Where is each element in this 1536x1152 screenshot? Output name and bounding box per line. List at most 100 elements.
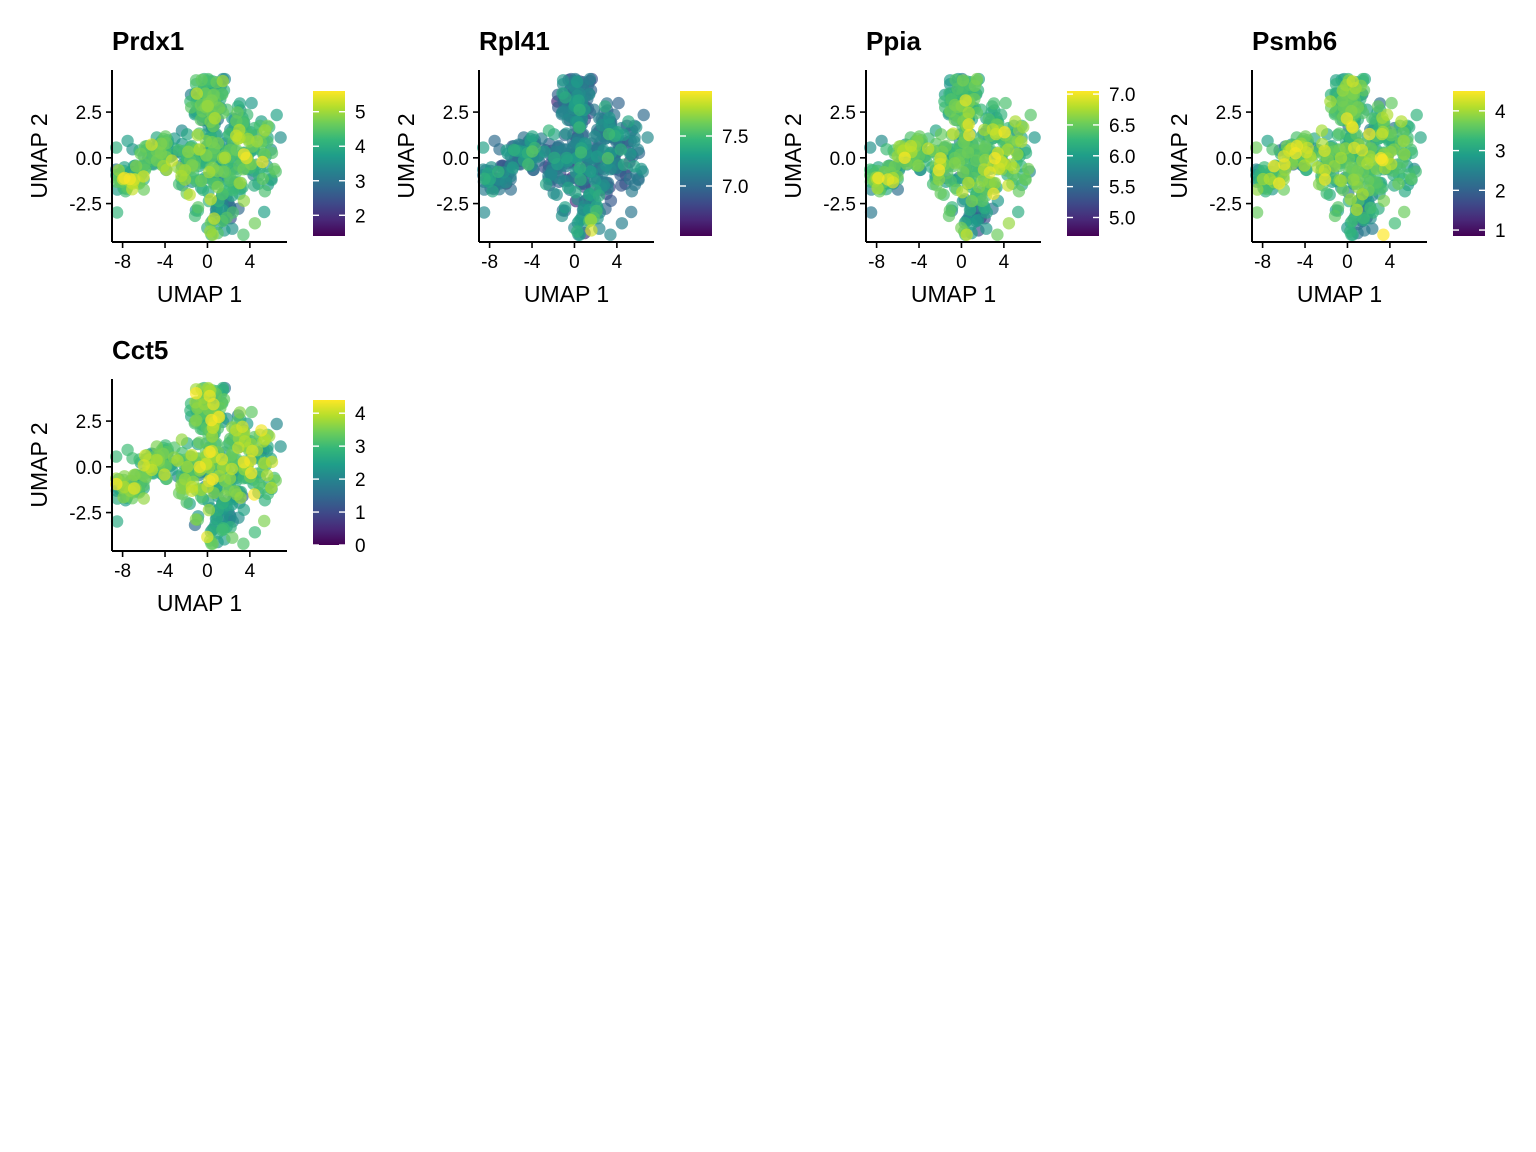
data-point	[872, 171, 885, 185]
data-point	[1028, 131, 1041, 144]
panel-psmb6: Psmb6 -8 -4 0 4 -2.5 0.0 2.5 UMAP 1 UMAP 2 1 2 3 4	[1166, 26, 1506, 307]
data-point	[215, 453, 229, 466]
data-point	[573, 121, 586, 134]
panel-cct5: Cct5 -8 -4 0 4 -2.5 0.0 2.5 UMAP 1 UMAP 2 0 1 2 3 4	[26, 335, 366, 616]
x-tick-label: 0	[956, 252, 967, 273]
data-point	[1361, 157, 1374, 170]
data-point	[615, 217, 629, 230]
data-point	[871, 182, 884, 195]
data-point	[218, 151, 232, 164]
data-point	[615, 179, 628, 192]
data-point	[258, 185, 272, 198]
colorbar-tick-label: 3	[355, 172, 366, 193]
y-tick-label: -2.5	[69, 195, 102, 216]
data-point	[1346, 75, 1359, 88]
data-point	[991, 228, 1004, 241]
colorbar-tick-label: 2	[355, 470, 366, 491]
data-point	[172, 144, 185, 157]
data-point	[180, 128, 194, 141]
data-point	[226, 531, 239, 544]
x-tick-label: 4	[245, 252, 256, 273]
data-point	[526, 130, 539, 143]
data-point	[590, 150, 604, 163]
data-point	[248, 179, 261, 192]
x-tick-label: -4	[1297, 252, 1314, 273]
data-point	[1250, 206, 1264, 219]
data-point	[195, 174, 208, 188]
data-point	[548, 151, 561, 164]
data-point	[202, 503, 216, 517]
data-point	[1300, 146, 1313, 159]
data-point	[637, 108, 650, 122]
data-point	[970, 154, 983, 167]
scatter-points	[477, 72, 654, 241]
data-point	[236, 420, 249, 433]
data-point	[137, 459, 150, 472]
data-point	[1385, 96, 1398, 110]
data-point	[265, 455, 279, 469]
y-tick-label: 0.0	[1216, 149, 1242, 170]
data-point	[216, 74, 229, 88]
data-point	[237, 228, 250, 241]
data-point	[1344, 193, 1357, 206]
data-point	[1344, 225, 1357, 238]
data-point	[573, 214, 586, 227]
colorbar-tick-label: 2	[1495, 181, 1506, 202]
data-point	[203, 389, 216, 403]
data-point	[232, 441, 245, 454]
data-point	[628, 160, 641, 173]
data-point	[1364, 201, 1377, 215]
data-point	[477, 206, 491, 219]
data-point	[258, 205, 271, 219]
data-point	[603, 111, 616, 125]
data-point	[270, 417, 283, 431]
data-point	[980, 222, 993, 235]
colorbar-tick-label: 4	[1495, 102, 1506, 123]
data-point	[864, 206, 878, 219]
data-point	[193, 436, 206, 449]
x-axis-title: UMAP 1	[524, 281, 609, 307]
y-tick-label: 0.0	[443, 149, 469, 170]
data-point	[1009, 115, 1022, 128]
y-axis-title: UMAP 2	[393, 113, 419, 198]
data-point	[960, 228, 973, 241]
data-point	[574, 146, 588, 159]
data-point	[155, 137, 168, 150]
data-point	[1361, 174, 1375, 187]
panel-title: Cct5	[112, 335, 168, 365]
data-point	[614, 143, 627, 156]
data-point	[1289, 147, 1302, 160]
panel-ppia: Ppia -8 -4 0 4 -2.5 0.0 2.5 UMAP 1 UMAP 2 5.0 5.5 6.…	[780, 26, 1135, 307]
data-point	[1012, 185, 1026, 198]
data-point	[252, 478, 266, 491]
x-tick-label: 4	[1385, 252, 1396, 273]
data-point	[211, 180, 224, 194]
data-point	[250, 135, 264, 148]
colorbar-tick-label: 5.0	[1109, 208, 1135, 229]
data-point	[248, 488, 261, 501]
data-point	[248, 217, 262, 230]
data-point	[1012, 205, 1025, 219]
y-tick-label: 0.0	[76, 458, 102, 479]
data-point	[127, 469, 141, 482]
data-point	[245, 405, 258, 419]
y-axis-title: UMAP 2	[26, 422, 52, 507]
data-point	[233, 406, 247, 419]
data-point	[110, 450, 123, 463]
panel-title: Rpl41	[479, 26, 550, 56]
data-point	[1263, 172, 1277, 186]
data-point	[556, 74, 570, 87]
data-point	[274, 131, 287, 144]
data-point	[234, 491, 247, 504]
data-point	[962, 176, 975, 190]
data-point	[478, 172, 491, 185]
data-point	[191, 201, 205, 214]
data-point	[881, 173, 895, 186]
data-point	[912, 159, 925, 172]
data-point	[617, 158, 631, 171]
data-point	[139, 449, 152, 462]
data-point	[1258, 161, 1271, 174]
data-point	[246, 444, 259, 458]
data-point	[572, 94, 585, 107]
data-point	[584, 165, 597, 178]
